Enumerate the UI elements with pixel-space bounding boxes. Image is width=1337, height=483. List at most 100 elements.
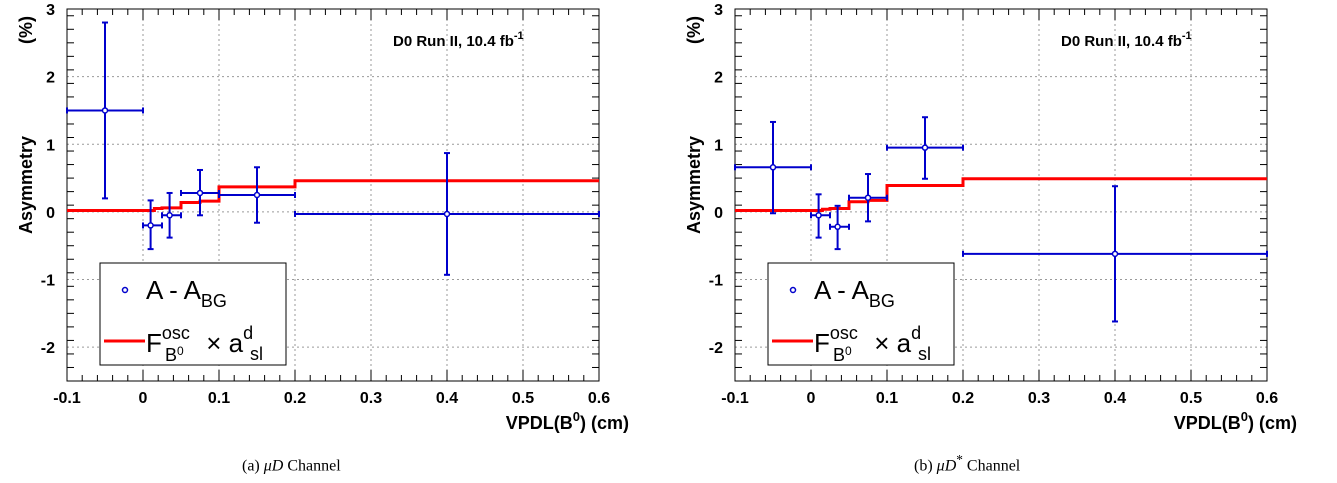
y-tick-label: 1 — [714, 137, 723, 154]
x-axis-title-sup: 0 — [573, 409, 580, 424]
x-tick-label: 0.4 — [436, 390, 458, 407]
y-tick-label: 0 — [46, 205, 55, 222]
data-point — [810, 193, 831, 239]
panel-b-chart: -0.1 0 0.1 0.2 0.3 0.4 0.5 0.6-2-10123VPDL(B0) … — [684, 2, 1297, 433]
data-marker — [921, 144, 929, 151]
legend-fit-F-sub: B — [165, 345, 177, 365]
y-axis-title-unit: (%) — [684, 16, 704, 44]
x-tick-label: 0.5 — [512, 390, 534, 407]
axis-ticks — [734, 9, 1268, 382]
panel-a-chart: -0.1 0 0.1 0.2 0.3 0.4 0.5 0.6-2-10123VPDL(B0) … — [16, 2, 629, 433]
caption-b-sup: * — [956, 452, 963, 467]
caption-b-mu: μD — [936, 457, 957, 475]
data-marker — [196, 189, 204, 197]
legend-marker-circle — [789, 286, 797, 294]
legend-box — [767, 262, 955, 366]
data-marker — [815, 212, 822, 219]
y-tick-label: -1 — [709, 273, 723, 290]
legend-fit-F-sup: osc — [830, 323, 858, 343]
x-axis-title-main: VPDL(B — [1174, 413, 1241, 433]
caption-a-suffix: Channel — [283, 457, 341, 475]
experiment-label-main: D0 Run II, 10.4 fb — [393, 33, 514, 50]
caption-a-mu: μD — [263, 457, 284, 475]
legend-entry-data: A - ABG — [814, 275, 895, 311]
data-marker — [769, 164, 777, 171]
x-axis-title-sup: 0 — [1241, 409, 1248, 424]
data-marker — [1111, 250, 1119, 258]
caption-b-suffix: Channel — [962, 457, 1021, 475]
y-tick-label: 2 — [714, 70, 723, 87]
data-marker — [443, 210, 451, 218]
legend-fit-times: × a — [199, 328, 244, 358]
x-tick-label: 0 — [139, 390, 148, 407]
data-point — [66, 21, 144, 200]
legend-data-sub: BG — [201, 291, 227, 311]
legend-fit-a-sub: sl — [918, 344, 931, 364]
x-tick-label: 0.3 — [1028, 390, 1050, 407]
y-axis-title: Asymmetry (%) — [16, 16, 36, 234]
legend-fit-F-sub-sup: 0 — [845, 344, 852, 358]
experiment-label: D0 Run II, 10.4 fb-1 — [1061, 30, 1192, 50]
x-tick-label: -0.1 — [53, 390, 81, 407]
x-tick-label: 0.1 — [876, 390, 898, 407]
x-tick-label: 0 — [807, 390, 816, 407]
axis-ticks — [66, 9, 600, 382]
y-axis-title-main: Asymmetry — [684, 136, 704, 234]
plot-frame — [734, 8, 1268, 382]
caption-a: (a) μD Channel — [242, 452, 341, 475]
data-marker — [864, 194, 872, 201]
experiment-label-main: D0 Run II, 10.4 fb — [1061, 33, 1182, 50]
y-tick-label: 3 — [714, 2, 723, 19]
data-point — [848, 173, 888, 223]
caption-b-prefix: (b) — [914, 457, 937, 475]
legend-data-main: A - A — [146, 275, 202, 305]
caption-a-prefix: (a) — [242, 457, 264, 475]
data-point — [886, 116, 964, 180]
legend-fit-F-sup: osc — [162, 323, 190, 343]
legend-fit-a-sup: d — [911, 323, 921, 343]
data-marker — [253, 191, 261, 199]
x-axis-title: VPDL(B0) (cm) — [1174, 409, 1297, 433]
x-axis-title: VPDL(B0) (cm) — [506, 409, 629, 433]
fit-step-series — [67, 179, 599, 213]
x-axis-title-main: VPDL(B — [506, 413, 573, 433]
fit-step-line — [735, 177, 1267, 213]
plot-frame — [66, 8, 600, 382]
data-marker — [147, 222, 154, 229]
legend: A - ABG Fosc B0 × ad sl — [767, 262, 955, 366]
data-marker — [101, 107, 109, 114]
legend-data-sub: BG — [869, 291, 895, 311]
x-tick-label: -0.1 — [721, 390, 749, 407]
data-point — [294, 152, 600, 276]
x-tick-label: 0.2 — [952, 390, 974, 407]
data-marker — [834, 223, 841, 231]
legend-fit-F-sub: B — [833, 345, 845, 365]
legend-fit-F: F — [814, 328, 830, 358]
legend-fit-a-sup: d — [243, 323, 253, 343]
legend-fit-a-sub: sl — [250, 344, 263, 364]
data-point — [180, 168, 220, 217]
x-axis-title-end: ) (cm) — [1248, 413, 1297, 433]
legend-fit-F: F — [146, 328, 162, 358]
legend-entry-data: A - ABG — [146, 275, 227, 311]
legend-marker-circle — [121, 286, 129, 294]
legend-data-main: A - A — [814, 275, 870, 305]
y-tick-label: 3 — [46, 2, 55, 19]
caption-b: (b) μD* Channel — [914, 452, 1020, 475]
x-tick-label: 0.3 — [360, 390, 382, 407]
x-tick-label: 0.1 — [208, 390, 230, 407]
data-points-series — [734, 116, 1268, 323]
legend-fit-times: × a — [867, 328, 912, 358]
y-axis-title: Asymmetry (%) — [684, 16, 704, 234]
experiment-label-sup: -1 — [1182, 30, 1192, 42]
fit-step-line — [67, 179, 599, 213]
legend-entry-fit: Fosc B0 × ad sl — [814, 323, 931, 365]
x-tick-label: 0.6 — [588, 390, 610, 407]
x-axis-title-end: ) (cm) — [580, 413, 629, 433]
legend-fit-F-sub-sup: 0 — [177, 344, 184, 358]
experiment-label-sup: -1 — [514, 30, 524, 42]
legend: A - ABG Fosc B0 × ad sl — [99, 262, 287, 366]
x-tick-label: 0.4 — [1104, 390, 1126, 407]
y-tick-label: 2 — [46, 70, 55, 87]
